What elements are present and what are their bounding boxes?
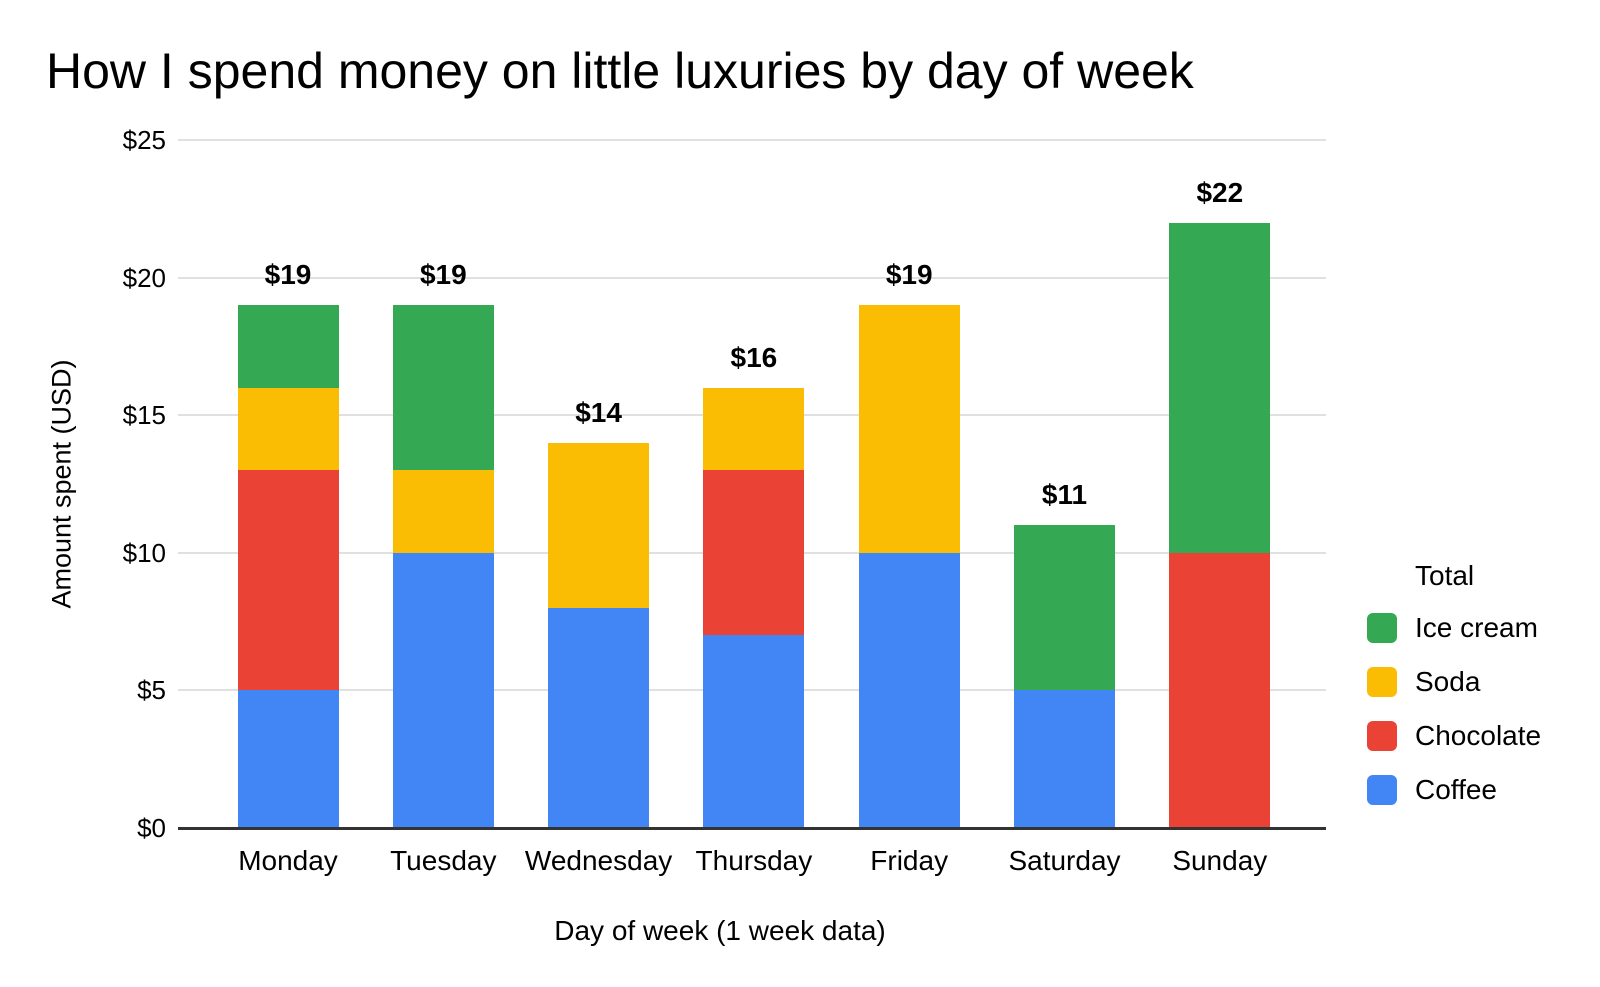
- legend-label-soda: Soda: [1415, 666, 1481, 697]
- y-tick-label--25: $25: [122, 125, 166, 155]
- legend-label-coffee: Coffee: [1415, 774, 1497, 805]
- bar-segment-friday-coffee: [858, 552, 960, 828]
- y-tick-label--15: $15: [122, 400, 166, 431]
- bar-segment-tuesday-soda: [392, 470, 494, 553]
- bar-segment-saturday-ice-cream: [1014, 525, 1115, 691]
- legend-label-ice-cream: Ice cream: [1415, 612, 1538, 643]
- bar-segment-monday-soda: [237, 387, 339, 471]
- legend-swatch-ice-cream: [1367, 613, 1397, 643]
- chart-title: How I spend money on little luxuries by …: [46, 43, 1194, 99]
- total-label-sunday: $22: [1196, 176, 1244, 208]
- total-label-saturday: $11: [1041, 479, 1088, 511]
- total-label-wednesday: $14: [575, 396, 622, 428]
- y-tick-label--5: $5: [137, 675, 166, 706]
- bar-segment-monday-coffee: [237, 690, 339, 828]
- bar-segment-sunday-ice-cream: [1169, 222, 1271, 553]
- legend-swatch-chocolate: [1367, 721, 1397, 751]
- bar-segment-sunday-chocolate: [1169, 552, 1271, 828]
- bar-segment-thursday-chocolate: [703, 470, 805, 636]
- total-label-monday: $19: [264, 259, 312, 291]
- bar-segment-tuesday-coffee: [392, 552, 494, 828]
- legend-title: Total: [1415, 560, 1475, 591]
- gridline--25: [178, 139, 1326, 141]
- bar-segment-monday-ice-cream: [237, 305, 339, 388]
- bar-segment-thursday-soda: [703, 387, 805, 471]
- total-label-tuesday: $19: [419, 259, 467, 291]
- bar-segment-saturday-coffee: [1014, 690, 1115, 828]
- total-label-friday: $19: [885, 259, 933, 291]
- x-axis-title: Day of week (1 week data): [554, 915, 886, 946]
- legend-label-chocolate: Chocolate: [1415, 720, 1542, 751]
- x-tick-label-thursday: Thursday: [695, 845, 813, 876]
- x-axis-line: [178, 826, 1326, 830]
- x-tick-label-friday: Friday: [870, 845, 949, 876]
- bar-segment-thursday-coffee: [703, 635, 805, 828]
- x-tick-label-saturday: Saturday: [1008, 845, 1121, 876]
- y-axis-title: Amount spent (USD): [46, 359, 77, 609]
- bar-segment-friday-soda: [858, 305, 960, 553]
- x-tick-label-sunday: Sunday: [1172, 845, 1268, 876]
- bar-segment-monday-chocolate: [237, 470, 339, 691]
- gridline--20: [178, 276, 1326, 279]
- x-tick-label-wednesday: Wednesday: [524, 845, 673, 876]
- bar-segment-tuesday-ice-cream: [392, 305, 494, 471]
- x-tick-label-monday: Monday: [238, 845, 338, 876]
- y-tick-label--20: $20: [122, 262, 166, 293]
- y-tick-label--10: $10: [122, 537, 166, 568]
- total-label-thursday: $16: [730, 341, 778, 373]
- legend-swatch-soda: [1367, 667, 1397, 697]
- bar-segment-wednesday-coffee: [548, 607, 650, 828]
- bar-segment-wednesday-soda: [548, 442, 650, 608]
- y-tick-label--0: $0: [137, 813, 166, 843]
- legend-swatch-coffee: [1367, 775, 1397, 805]
- x-tick-label-tuesday: Tuesday: [390, 845, 497, 876]
